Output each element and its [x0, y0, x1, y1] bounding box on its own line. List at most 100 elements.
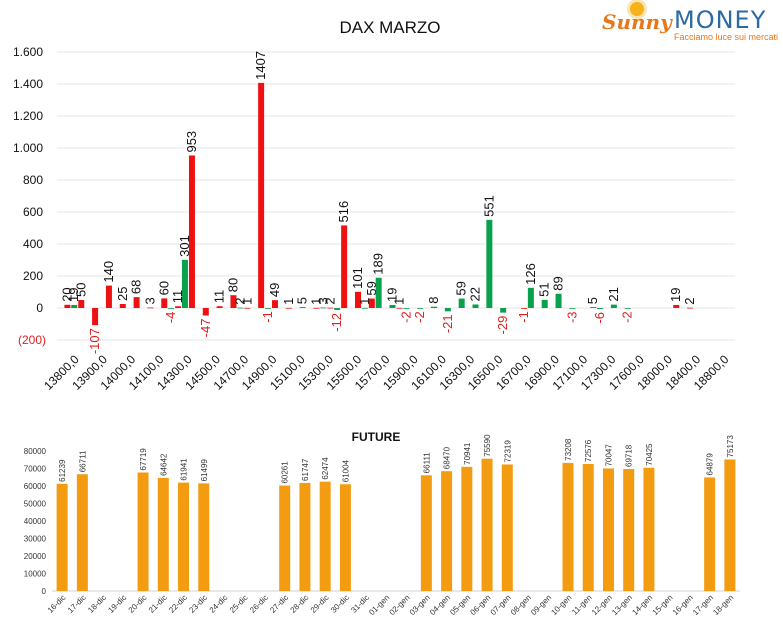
- future-bar: [501, 464, 513, 591]
- data-label: 2: [232, 297, 247, 304]
- data-label: 516: [336, 201, 351, 223]
- data-label: 19: [66, 287, 81, 301]
- data-label: 2: [322, 297, 337, 304]
- bar-red: [244, 307, 251, 309]
- bar-red: [230, 295, 237, 308]
- data-label: 68470: [443, 446, 452, 469]
- data-label: 50: [73, 283, 88, 297]
- data-label: 59: [364, 281, 379, 295]
- future-bar: [157, 477, 169, 591]
- data-label: 22: [468, 287, 483, 301]
- x-tick-label: 02-gen: [388, 593, 412, 617]
- data-label: 1: [308, 298, 323, 305]
- data-label: -107: [87, 328, 102, 354]
- data-label: 126: [523, 263, 538, 285]
- future-bar: [582, 463, 594, 591]
- data-label: 89: [551, 276, 566, 290]
- y-tick-label: (200): [18, 333, 46, 347]
- bar-red: [590, 307, 597, 308]
- y-tick-label: 0: [36, 301, 43, 315]
- x-tick-label: 14-gen: [630, 593, 654, 617]
- y-tick-label: 10000: [24, 570, 47, 579]
- x-tick-label: 19-dic: [106, 593, 128, 615]
- bar-red: [175, 306, 182, 308]
- data-label: -47: [198, 319, 213, 338]
- bar-red: [64, 304, 71, 308]
- x-tick-label: 21-dic: [147, 593, 169, 615]
- x-tick-label: 11-gen: [570, 593, 594, 617]
- data-label: -1: [516, 311, 531, 323]
- data-label: -2: [620, 311, 635, 323]
- y-tick-label: 70000: [24, 465, 47, 474]
- logo-tagline: Facciamo luce sui mercati: [674, 32, 779, 42]
- data-label: -29: [495, 316, 510, 335]
- data-label: 1: [392, 298, 407, 305]
- data-label: 70047: [604, 444, 613, 467]
- y-tick-label: 40000: [24, 517, 47, 526]
- bar-green: [375, 277, 382, 308]
- data-label: 11: [170, 290, 185, 304]
- future-bar: [643, 467, 655, 591]
- chart-title: DAX MARZO: [339, 18, 440, 37]
- x-tick-label: 05-gen: [448, 593, 472, 617]
- bar-red: [188, 155, 195, 308]
- data-label: 19: [668, 287, 683, 301]
- future-bar: [420, 475, 432, 591]
- data-label: 70941: [463, 442, 472, 465]
- y-tick-label: 1.600: [13, 45, 43, 59]
- bar-green: [71, 304, 78, 308]
- x-tick-label: 01-gen: [367, 593, 391, 617]
- y-tick-label: 20000: [24, 552, 47, 561]
- bar-red: [368, 298, 375, 308]
- data-label: 189: [371, 253, 386, 275]
- bar-green: [431, 306, 438, 308]
- bar-green: [361, 307, 368, 309]
- data-label: 11: [212, 290, 227, 304]
- data-label: 67719: [139, 448, 148, 471]
- data-label: 1: [281, 298, 296, 305]
- bar-green: [624, 308, 631, 309]
- data-label: 60261: [281, 461, 290, 484]
- data-label: 75590: [483, 434, 492, 457]
- x-tick-label: 20-dic: [127, 593, 149, 615]
- bar-red: [687, 307, 694, 309]
- bar-red: [673, 304, 680, 308]
- future-bar: [461, 466, 473, 591]
- x-tick-label: 23-dic: [187, 593, 209, 615]
- data-label: -1: [260, 311, 275, 323]
- bar-green: [264, 308, 271, 309]
- bar-green: [334, 308, 341, 310]
- data-label: 61941: [180, 458, 189, 481]
- data-label: 80: [225, 278, 240, 292]
- y-tick-label: 1.200: [13, 109, 43, 123]
- data-label: 64879: [706, 453, 715, 476]
- data-label: 61004: [341, 459, 350, 482]
- bar-green: [444, 308, 451, 312]
- bar-red: [299, 307, 306, 308]
- bar-green: [486, 219, 493, 308]
- x-tick-label: 04-gen: [428, 593, 452, 617]
- data-label: 61499: [200, 459, 209, 482]
- bar-green: [500, 308, 507, 313]
- x-tick-label: 27-dic: [268, 593, 290, 615]
- x-tick-label: 17-dic: [66, 593, 88, 615]
- future-bar: [441, 471, 453, 591]
- data-label: 25: [115, 287, 130, 301]
- y-tick-label: 80000: [24, 447, 47, 456]
- data-label: 60: [156, 281, 171, 295]
- x-tick-label: 18-dic: [86, 593, 108, 615]
- data-label: 64642: [159, 453, 168, 476]
- data-label: 68: [129, 280, 144, 294]
- data-label: -2: [412, 311, 427, 323]
- x-tick-label: 17-gen: [691, 593, 715, 617]
- x-tick-label: 30-dic: [329, 593, 351, 615]
- logo-brand-right: MONEY: [674, 6, 767, 34]
- sun-icon: [630, 2, 644, 16]
- data-label: 5: [585, 297, 600, 304]
- data-label: 5: [295, 297, 310, 304]
- sunny-money-logo: Sunny MONEY Facciamo luce sui mercati: [600, 2, 780, 44]
- bar-red: [327, 307, 334, 309]
- bar-green: [610, 304, 617, 308]
- y-tick-label: 600: [23, 205, 43, 219]
